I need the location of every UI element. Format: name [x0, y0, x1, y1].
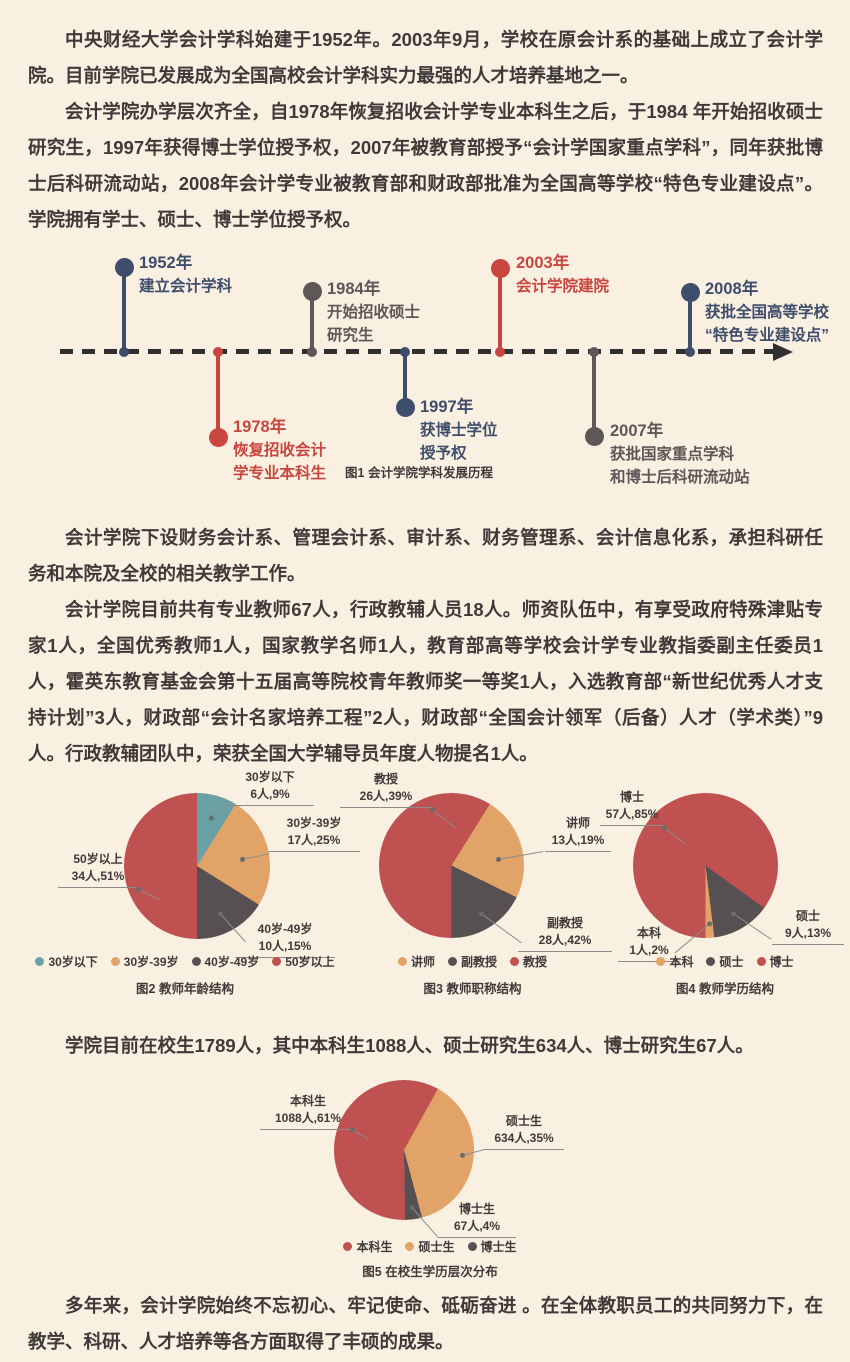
- timeline-axis-dot: [119, 347, 129, 357]
- callout-age-40-49: 40岁-49岁 10人,15%: [235, 921, 335, 958]
- legend-item: 讲师: [397, 953, 435, 970]
- paragraph-intro: 中央财经大学会计学科始建于1952年。2003年9月，学校在原会计系的基础上成立…: [28, 29, 823, 86]
- legend-dot-icon: [656, 957, 666, 966]
- legend-dot-icon: [397, 957, 407, 966]
- legend-item: 博士生: [467, 1238, 517, 1255]
- legend-item: 硕士生: [405, 1238, 455, 1255]
- timeline-event-label: 2008年 获批全国高等学校 “特色专业建设点”: [705, 280, 830, 344]
- legend-item: 硕士: [706, 953, 744, 970]
- timeline-pin-stem: [403, 351, 407, 407]
- callout-bachelor: 本科 1人,2%: [618, 925, 680, 962]
- figure1-caption: 图1 会计学院学科发展历程: [345, 466, 493, 480]
- callout-assoc-professor: 副教授 28人,42%: [518, 915, 612, 952]
- figure5-legend: 本科生 硕士生 博士生: [240, 1238, 620, 1255]
- callout-lecturer: 讲师 13人,19%: [545, 815, 611, 852]
- timeline-event-label: 1952年 建立会计学科: [139, 254, 233, 295]
- legend-dot-icon: [756, 957, 766, 966]
- timeline-axis-dot: [685, 347, 695, 357]
- legend-dot-icon: [510, 957, 519, 966]
- callout-professor: 教授 26人,39%: [340, 771, 432, 808]
- timeline-axis-dot: [589, 347, 599, 357]
- figure4-legend: 本科 硕士 博士: [600, 953, 850, 970]
- pie-student-degree: [334, 1080, 474, 1220]
- paragraph-students: 学院目前在校生1789人，其中本科生1088人、硕士研究生634人、博士研究生6…: [65, 1035, 754, 1056]
- legend-dot-icon: [343, 1242, 353, 1251]
- figure3-legend: 讲师 副教授 教授: [330, 953, 615, 970]
- legend-item: 50岁以上: [272, 953, 335, 970]
- legend-dot-icon: [191, 957, 201, 966]
- paragraph-closing: 多年来，会计学院始终不忘初心、牢记使命、砥砺奋进 。在全体教职员工的共同努力下，…: [28, 1295, 823, 1352]
- timeline-event-label: 2007年 获批国家重点学科 和博士后科研流动站: [610, 422, 750, 486]
- timeline-axis-dot: [495, 347, 505, 357]
- timeline-pin-stem: [592, 351, 596, 436]
- legend-item: 副教授: [447, 953, 497, 970]
- timeline-axis-dot: [307, 347, 317, 357]
- legend-item: 本科生: [343, 1238, 392, 1255]
- figure3-caption: 图3 教师职称结构: [423, 982, 522, 996]
- timeline-pin-head: [585, 427, 604, 446]
- legend-item: 30岁-39岁: [110, 953, 179, 970]
- chart-student-degree-structure: 本科生 1088人,61% 硕士生 634人,35% 博士生 67人,4% 本科生 硕…: [240, 1075, 620, 1290]
- legend-dot-icon: [467, 1242, 477, 1251]
- pie-teacher-title: [379, 793, 524, 938]
- legend-item: 40岁-49岁: [191, 953, 259, 970]
- timeline-pin-head: [681, 283, 700, 302]
- callout-undergrad-students: 本科生 1088人,61%: [260, 1093, 356, 1130]
- figure2-legend: 30岁以下 30岁-39岁 40岁-49岁 50岁以上: [35, 953, 335, 970]
- timeline-pin-head: [303, 282, 322, 301]
- pie-teacher-age: [124, 793, 270, 939]
- timeline-pin-stem: [498, 268, 502, 351]
- legend-item: 本科: [656, 953, 693, 970]
- timeline-event-label: 1984年 开始招收硕士 研究生: [327, 280, 421, 344]
- timeline-figure: 1952年 建立会计学科 1978年 恢复招收会计 学专业本科生 1984年 开…: [0, 250, 850, 490]
- chart-teacher-age-structure: 30岁以下 6人,9% 30岁-39岁 17人,25% 40岁-49岁 10人,15%…: [35, 765, 360, 1015]
- figure2-caption: 图2 教师年龄结构: [136, 982, 234, 996]
- chart-teacher-degree-structure: 博士 57人,85% 硕士 9人,13% 本科 1人,2% 本科 硕士 博士 图4 教…: [600, 765, 850, 1015]
- timeline-event-label: 1978年 恢复招收会计 学专业本科生: [233, 418, 327, 482]
- callout-master: 硕士 9人,13%: [772, 908, 844, 945]
- legend-dot-icon: [272, 957, 282, 966]
- chart-teacher-title-structure: 教授 26人,39% 讲师 13人,19% 副教授 28人,42% 讲师 副教授 教授…: [330, 765, 615, 1015]
- paragraph-departments: 会计学院下设财务会计系、管理会计系、审计系、财务管理系、会计信息化系，承担科研任…: [28, 527, 823, 584]
- legend-item: 30岁以下: [35, 953, 98, 970]
- legend-dot-icon: [706, 957, 716, 966]
- figure4-caption: 图4 教师学历结构: [676, 982, 774, 996]
- paragraph-faculty: 会计学院目前共有专业教师67人，行政教辅人员18人。师资队伍中，有享受政府特殊津…: [28, 599, 823, 764]
- timeline-event-label: 1997年 获博士学位 授予权: [420, 398, 498, 462]
- callout-master-students: 硕士生 634人,35%: [484, 1113, 564, 1150]
- paragraph-history: 会计学院办学层次齐全，自1978年恢复招收会计学专业本科生之后，于1984 年开…: [28, 101, 823, 230]
- timeline-pin-stem: [688, 292, 692, 351]
- legend-dot-icon: [110, 957, 120, 966]
- timeline-pin-stem: [216, 351, 220, 437]
- timeline-pin-stem: [122, 267, 126, 351]
- pie-teacher-degree: [633, 793, 778, 938]
- timeline-axis-arrowhead-icon: [773, 343, 793, 361]
- callout-age-under30: 30岁以下 6人,9%: [226, 769, 314, 806]
- timeline-pin-head: [115, 258, 134, 277]
- legend-dot-icon: [405, 1242, 415, 1251]
- timeline-axis-dot: [213, 347, 223, 357]
- legend-dot-icon: [447, 957, 457, 966]
- timeline-axis: [60, 349, 775, 354]
- timeline-axis-dot: [400, 347, 410, 357]
- timeline-pin-head: [491, 259, 510, 278]
- figure5-caption: 图5 在校生学历层次分布: [362, 1265, 498, 1279]
- legend-item: 博士: [756, 953, 794, 970]
- legend-dot-icon: [35, 957, 45, 966]
- callout-age-over50: 50岁以上 34人,51%: [58, 851, 138, 888]
- callout-age-30-39: 30岁-39岁 17人,25%: [268, 815, 360, 852]
- timeline-pin-head: [396, 398, 415, 417]
- timeline-pin-head: [209, 428, 228, 447]
- timeline-pin-stem: [310, 291, 314, 351]
- legend-item: 教授: [510, 953, 547, 970]
- callout-doctor-students: 博士生 67人,4%: [438, 1201, 516, 1238]
- timeline-event-label: 2003年 会计学院建院: [516, 254, 610, 295]
- callout-doctor: 博士 57人,85%: [600, 789, 664, 826]
